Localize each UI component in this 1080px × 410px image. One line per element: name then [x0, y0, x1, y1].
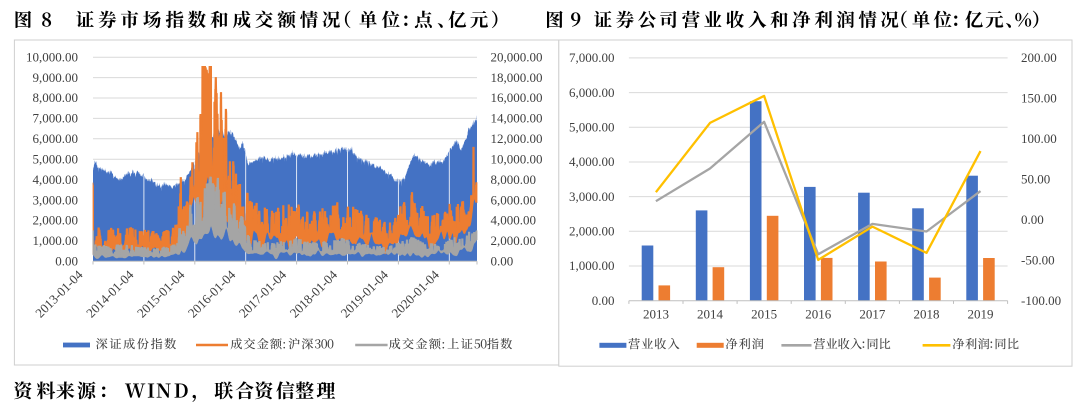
svg-text:5,000.00: 5,000.00: [33, 151, 79, 166]
svg-text:18,000.00: 18,000.00: [491, 70, 543, 85]
svg-text:6,000.00: 6,000.00: [33, 131, 79, 146]
svg-text:4,000.00: 4,000.00: [491, 213, 537, 228]
svg-text:8,000.00: 8,000.00: [491, 172, 537, 187]
svg-text:100.00: 100.00: [1021, 131, 1057, 146]
svg-text:7,000.00: 7,000.00: [569, 50, 615, 65]
svg-text:2,000.00: 2,000.00: [33, 213, 79, 228]
svg-text:2,000.00: 2,000.00: [569, 224, 615, 239]
svg-text:3,000.00: 3,000.00: [33, 192, 79, 207]
svg-text:8,000.00: 8,000.00: [33, 90, 79, 105]
svg-text:14,000.00: 14,000.00: [491, 111, 543, 126]
svg-text:5,000.00: 5,000.00: [569, 119, 615, 134]
svg-text:0.00: 0.00: [491, 254, 514, 269]
svg-text:2019: 2019: [968, 307, 994, 322]
svg-text:6,000.00: 6,000.00: [569, 85, 615, 100]
svg-text:200.00: 200.00: [1021, 50, 1057, 65]
svg-text:7,000.00: 7,000.00: [33, 111, 79, 126]
svg-text:12,000.00: 12,000.00: [491, 131, 543, 146]
svg-text:2016: 2016: [805, 307, 832, 322]
svg-text:2018: 2018: [913, 307, 939, 322]
svg-text:0.00: 0.00: [1021, 212, 1044, 227]
svg-text:10,000.00: 10,000.00: [491, 151, 543, 166]
svg-text:-50.00: -50.00: [1021, 252, 1055, 267]
svg-text:9,000.00: 9,000.00: [33, 70, 79, 85]
svg-text:1,000.00: 1,000.00: [33, 233, 79, 248]
svg-text:6,000.00: 6,000.00: [491, 192, 537, 207]
svg-text:10,000.00: 10,000.00: [26, 49, 78, 64]
svg-text:2015: 2015: [751, 307, 777, 322]
svg-text:4,000.00: 4,000.00: [33, 172, 79, 187]
svg-text:1,000.00: 1,000.00: [569, 258, 615, 273]
svg-text:150.00: 150.00: [1021, 91, 1057, 106]
svg-text:2013: 2013: [643, 307, 669, 322]
svg-text:16,000.00: 16,000.00: [491, 90, 543, 105]
svg-text:20,000.00: 20,000.00: [491, 49, 543, 64]
svg-text:0.00: 0.00: [55, 254, 78, 269]
svg-text:3,000.00: 3,000.00: [569, 189, 615, 204]
svg-text:4,000.00: 4,000.00: [569, 154, 615, 169]
svg-text:50.00: 50.00: [1021, 172, 1050, 187]
svg-text:2,000.00: 2,000.00: [491, 233, 537, 248]
svg-text:0.00: 0.00: [592, 293, 615, 308]
svg-text:2014: 2014: [697, 307, 724, 322]
svg-text:2017: 2017: [859, 307, 886, 322]
svg-text:-100.00: -100.00: [1021, 293, 1061, 308]
